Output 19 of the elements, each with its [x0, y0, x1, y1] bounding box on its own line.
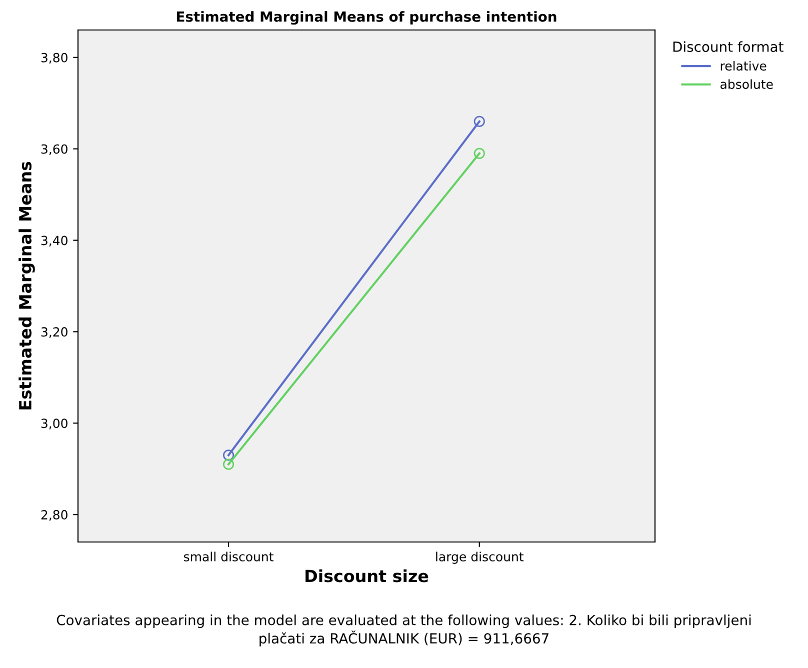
legend-title: Discount format [673, 41, 784, 52]
x-tick-label: small discount [184, 552, 274, 562]
text: Covariates appearing in the model are evaluated at the following values: 2. Koliko bi bili pripravljeni plačati za RAČUNALNIK (EUR) = 911,6667 [56, 614, 751, 646]
chart-title: Estimated Marginal Means of purchase intention [176, 11, 556, 25]
y-tick-label: 3,00 [41, 418, 68, 430]
point [222, 458, 234, 470]
point [474, 116, 485, 127]
point [222, 450, 234, 461]
y-tick-label: 2,80 [41, 510, 68, 521]
legend-label: relative [720, 60, 766, 71]
point [474, 148, 485, 159]
x-tick-label: large discount [436, 552, 524, 564]
y-tick-label: 3,40 [41, 236, 68, 246]
y-axis-title: Estimated Marginal Means [18, 162, 35, 410]
y-tick-label: 3,20 [41, 327, 68, 338]
y-tick-label: 3,80 [41, 52, 68, 64]
x-axis-title: Discount size [306, 569, 428, 582]
y-tick-label: 3,60 [41, 144, 68, 156]
legend-label: absolute [720, 79, 773, 89]
